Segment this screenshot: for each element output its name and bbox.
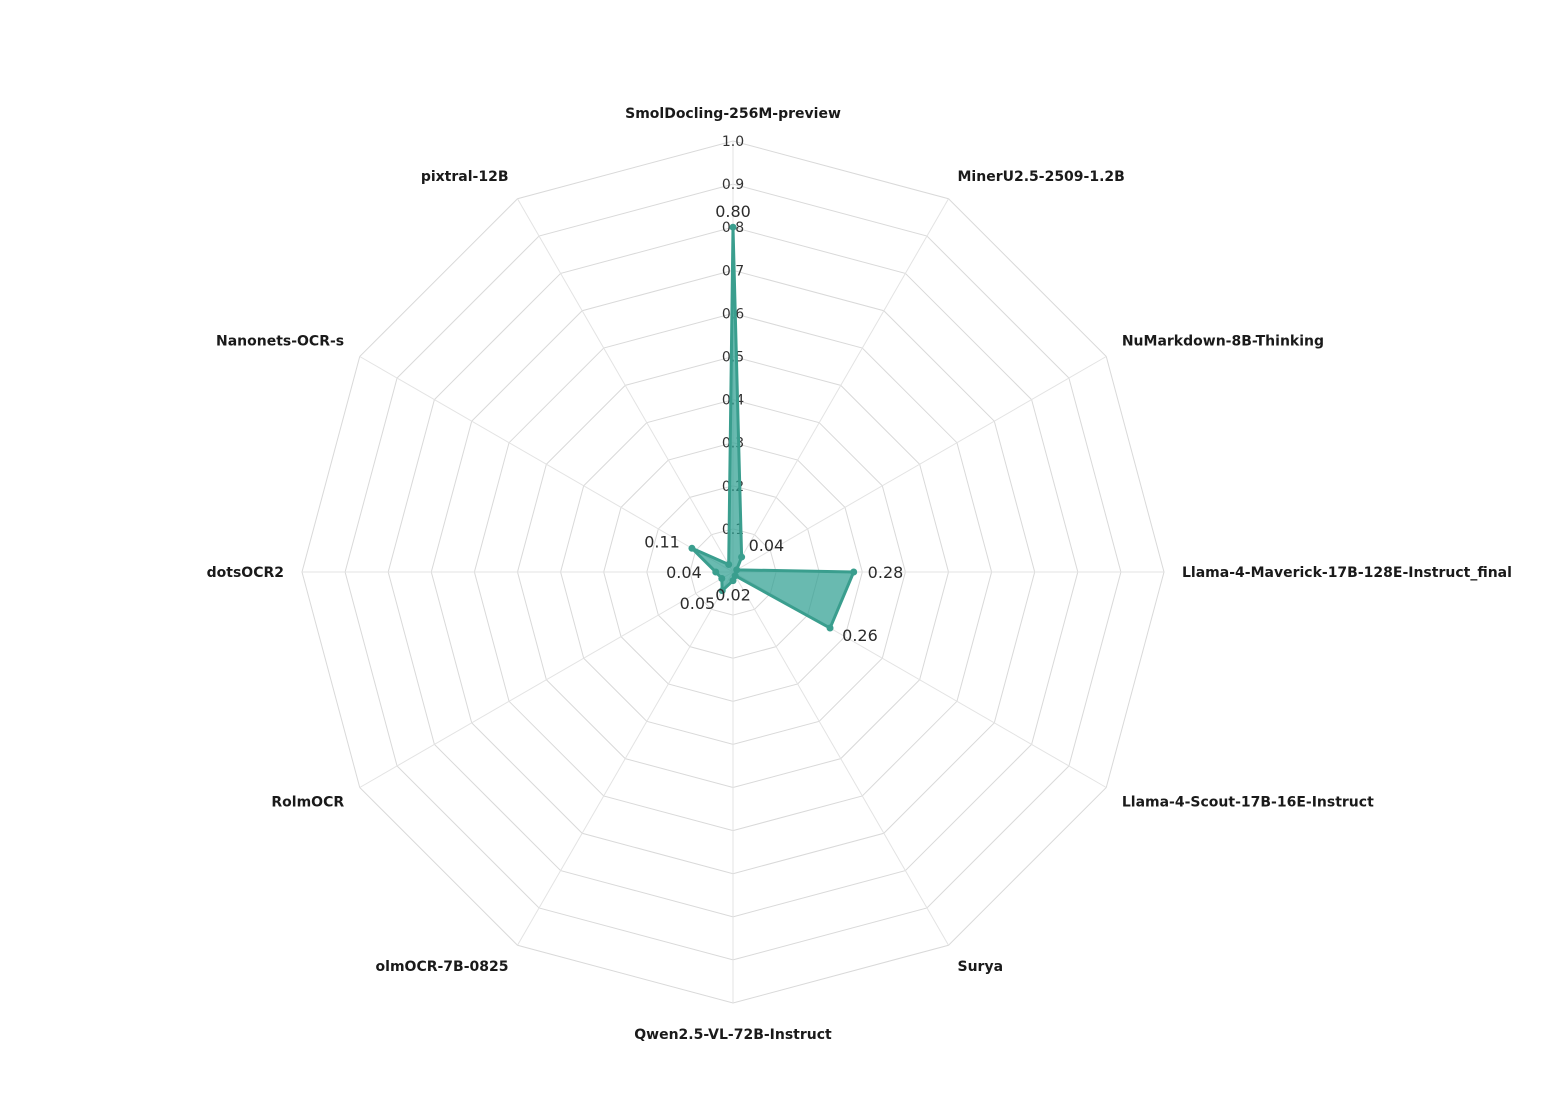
data-point[interactable] — [688, 544, 696, 552]
value-label: 0.80 — [715, 202, 751, 221]
data-point[interactable] — [729, 577, 737, 585]
axis-spoke — [732, 571, 949, 946]
value-label: 0.04 — [749, 536, 785, 555]
category-label: SmolDocling-256M-preview — [625, 106, 841, 122]
data-point[interactable] — [718, 587, 726, 595]
data-point[interactable] — [725, 561, 733, 569]
category-label: Llama-4-Maverick-17B-128E-Instruct_final — [1182, 565, 1512, 581]
data-point[interactable] — [712, 568, 720, 576]
category-label: Llama-4-Scout-17B-16E-Instruct — [1122, 795, 1374, 811]
series-layer — [688, 223, 858, 632]
value-label: 0.02 — [715, 586, 751, 605]
axis-spoke — [359, 571, 734, 788]
data-point[interactable] — [729, 223, 737, 231]
value-label: 0.05 — [680, 594, 716, 613]
category-label: olmOCR-7B-0825 — [376, 959, 509, 975]
data-point[interactable] — [850, 568, 858, 576]
data-point[interactable] — [826, 624, 834, 632]
axis-spoke — [732, 198, 949, 573]
data-point[interactable] — [738, 553, 746, 561]
data-labels: 0.80 0.04 0.28 0.26 0.020.05 0.04 0.11 — [644, 202, 903, 645]
series-area — [690, 225, 856, 630]
category-label: Qwen2.5-VL-72B-Instruct — [634, 1027, 832, 1043]
axis-spoke — [517, 198, 734, 573]
category-label: NuMarkdown-8B-Thinking — [1122, 334, 1324, 350]
category-labels: SmolDocling-256M-preview MinerU2.5-2509-1… — [207, 106, 1512, 1043]
radial-tick-label: 1.0 — [722, 134, 744, 150]
data-point[interactable] — [733, 566, 741, 574]
category-label: dotsOCR2 — [207, 565, 284, 581]
axis-spoke — [517, 571, 734, 946]
axis-spoke — [359, 356, 734, 573]
value-label: 0.11 — [644, 532, 680, 551]
value-label: 0.26 — [842, 626, 878, 645]
radar-grid — [301, 140, 1165, 1004]
value-label: 0.04 — [666, 563, 702, 582]
category-label: Nanonets-OCR-s — [216, 334, 344, 350]
value-label: 0.28 — [868, 563, 904, 582]
radial-tick-label: 0.9 — [722, 177, 744, 193]
category-label: Surya — [958, 959, 1004, 975]
axis-spoke — [732, 356, 1107, 573]
category-label: pixtral-12B — [421, 169, 509, 185]
category-label: MinerU2.5-2509-1.2B — [958, 169, 1125, 185]
category-label: RolmOCR — [271, 795, 344, 811]
data-point[interactable] — [718, 574, 726, 582]
